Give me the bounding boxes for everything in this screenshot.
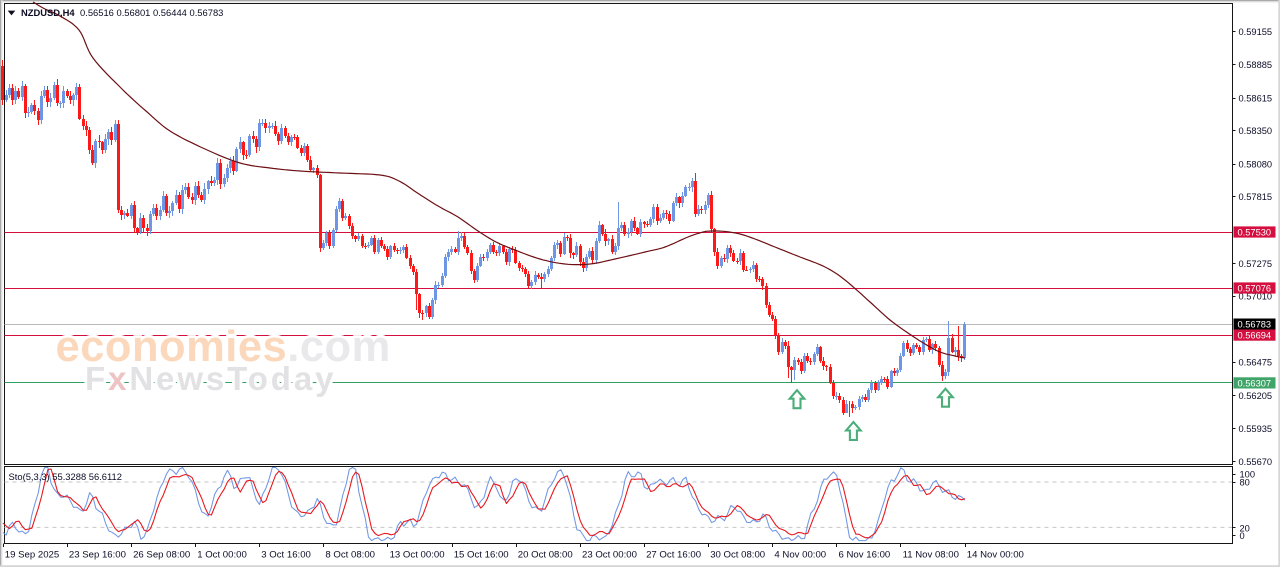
- svg-text:0.55670: 0.55670: [1239, 457, 1273, 467]
- svg-text:0.57010: 0.57010: [1239, 292, 1273, 302]
- svg-text:1 Oct 00:00: 1 Oct 00:00: [197, 550, 247, 561]
- svg-text:15 Oct 16:00: 15 Oct 16:00: [454, 550, 509, 561]
- svg-text:0.57076: 0.57076: [1238, 284, 1272, 294]
- svg-text:0.58885: 0.58885: [1239, 60, 1273, 70]
- svg-text:0.57815: 0.57815: [1239, 192, 1273, 202]
- svg-text:Sto(5,3,3) 55.3288 56.6112: Sto(5,3,3) 55.3288 56.6112: [9, 471, 122, 482]
- svg-text:NZDUSD,H4: NZDUSD,H4: [21, 7, 75, 18]
- svg-text:23 Oct 00:00: 23 Oct 00:00: [582, 550, 637, 561]
- svg-text:4 Nov 00:00: 4 Nov 00:00: [774, 550, 826, 561]
- svg-text:26 Sep 08:00: 26 Sep 08:00: [133, 550, 190, 561]
- svg-text:11 Nov 08:00: 11 Nov 08:00: [903, 550, 959, 561]
- svg-text:0.59155: 0.59155: [1239, 27, 1273, 37]
- svg-text:0.56475: 0.56475: [1239, 358, 1273, 368]
- svg-text:economies.com: economies.com: [56, 323, 391, 371]
- svg-text:0.56516 0.56801 0.56444 0.5678: 0.56516 0.56801 0.56444 0.56783: [80, 7, 223, 18]
- svg-text:8 Oct 08:00: 8 Oct 08:00: [325, 550, 375, 561]
- svg-text:0.57530: 0.57530: [1238, 228, 1272, 238]
- svg-text:FxNewsToday: FxNewsToday: [85, 360, 336, 397]
- svg-text:0.56205: 0.56205: [1239, 391, 1273, 401]
- svg-text:14 Nov 00:00: 14 Nov 00:00: [967, 550, 1024, 561]
- svg-text:0.56783: 0.56783: [1238, 320, 1272, 330]
- svg-text:0.56307: 0.56307: [1238, 378, 1272, 388]
- svg-text:20: 20: [1240, 523, 1250, 533]
- svg-text:0: 0: [1240, 531, 1245, 541]
- svg-text:0.55935: 0.55935: [1239, 424, 1273, 434]
- svg-text:100: 100: [1240, 469, 1256, 479]
- svg-text:3 Oct 16:00: 3 Oct 16:00: [261, 550, 311, 561]
- svg-text:0.58080: 0.58080: [1239, 160, 1273, 170]
- svg-text:0.58350: 0.58350: [1239, 126, 1273, 136]
- svg-text:19 Sep 2025: 19 Sep 2025: [5, 550, 59, 561]
- svg-text:6 Nov 16:00: 6 Nov 16:00: [839, 550, 891, 561]
- svg-text:0.58615: 0.58615: [1239, 94, 1273, 104]
- svg-text:30 Oct 08:00: 30 Oct 08:00: [710, 550, 765, 561]
- svg-text:13 Oct 00:00: 13 Oct 00:00: [390, 550, 445, 561]
- svg-text:20 Oct 08:00: 20 Oct 08:00: [518, 550, 573, 561]
- svg-text:80: 80: [1240, 478, 1250, 488]
- svg-text:23 Sep 16:00: 23 Sep 16:00: [69, 550, 126, 561]
- svg-text:27 Oct 16:00: 27 Oct 16:00: [646, 550, 701, 561]
- svg-text:0.56694: 0.56694: [1238, 331, 1272, 341]
- svg-text:0.57275: 0.57275: [1239, 259, 1273, 269]
